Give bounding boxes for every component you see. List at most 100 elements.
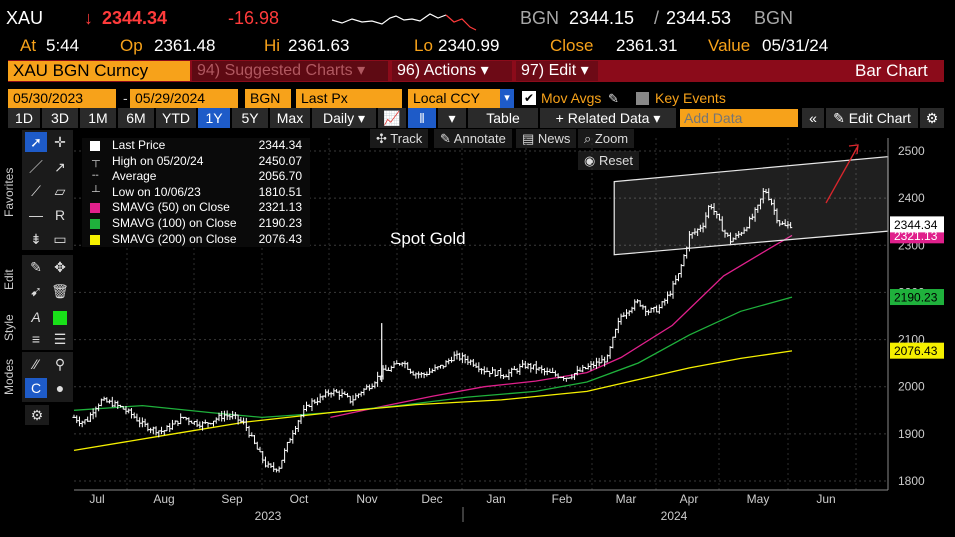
x-tick-label: Dec xyxy=(421,492,442,506)
add-data-input[interactable] xyxy=(680,109,798,127)
range-ytd-button[interactable]: YTD xyxy=(156,108,196,128)
range-6m-button[interactable]: 6M xyxy=(118,108,154,128)
y-tick-label: 2400 xyxy=(898,191,925,205)
table-button[interactable]: Table xyxy=(468,108,538,128)
sidebar-settings-gear-icon[interactable]: ⚙ xyxy=(25,405,49,425)
price-bar xyxy=(682,254,686,267)
axis-value-label: 2076.43 xyxy=(894,344,938,358)
last-price: 2344.34 xyxy=(102,8,168,28)
high-marker-icon: ┬ xyxy=(92,154,100,167)
sidebar-edit-panel xyxy=(22,255,73,305)
bar-chart-icon[interactable]: ‖ xyxy=(408,108,436,128)
magnet-icon[interactable]: ⚲ xyxy=(54,356,66,372)
track-button[interactable]: ✣ Track xyxy=(370,129,429,148)
year-label: 2024 xyxy=(661,509,688,523)
security-field[interactable]: XAU BGN Curncy xyxy=(8,61,190,81)
select-arrow-icon[interactable]: ➹ xyxy=(30,283,42,299)
color-swatch-icon[interactable] xyxy=(49,307,71,327)
price-bar xyxy=(283,448,287,463)
price-bar xyxy=(458,352,462,361)
price-bar xyxy=(285,441,289,453)
price-bar xyxy=(386,367,391,372)
price-bar xyxy=(293,425,298,435)
price-bar xyxy=(460,352,465,364)
price-bar xyxy=(581,364,585,373)
price-bar xyxy=(165,425,169,432)
news-button[interactable]: ▤ News xyxy=(516,129,577,148)
currency-select[interactable]: Local CCY xyxy=(408,89,500,108)
retracement-icon[interactable]: R xyxy=(54,207,66,223)
range-3d-button[interactable]: 3D xyxy=(42,108,78,128)
edit-menu[interactable]: 97) Edit ▾ xyxy=(516,61,598,81)
settings-gear-icon[interactable]: ⚙ xyxy=(920,108,944,128)
draw-pencil-icon[interactable]: ✎ xyxy=(30,259,42,275)
horizontal-line-icon[interactable]: — xyxy=(29,207,43,223)
range-1y-button[interactable]: 1Y xyxy=(198,108,230,128)
collapse-button[interactable]: « xyxy=(802,108,824,128)
annotate-button[interactable]: ✎ Annotate xyxy=(434,129,512,148)
mov-avgs-checkbox[interactable]: ✔ xyxy=(522,91,536,105)
ray-line-icon[interactable]: ↗ xyxy=(54,159,66,175)
moving-average-line xyxy=(330,234,793,419)
price-bar xyxy=(269,463,273,469)
range-1d-button[interactable]: 1D xyxy=(8,108,40,128)
price-bar xyxy=(340,388,344,398)
suggested-charts-button[interactable]: 94) Suggested Charts ▾ xyxy=(192,61,388,81)
price-bar xyxy=(304,401,309,412)
related-data-button[interactable]: + Related Data ▾ xyxy=(540,108,676,128)
zoom-button[interactable]: ⌕ Zoom xyxy=(578,129,635,148)
end-date-input[interactable]: 05/29/2024 xyxy=(130,89,238,108)
price-bar xyxy=(624,309,629,319)
price-bar xyxy=(83,419,87,425)
price-bar xyxy=(75,415,79,424)
start-date-input[interactable]: 05/30/2023 xyxy=(8,89,116,108)
rectangle-icon[interactable]: ▭ xyxy=(53,231,67,247)
price-bar xyxy=(633,299,637,311)
price-bar xyxy=(209,422,213,425)
source-input[interactable]: BGN xyxy=(245,89,291,108)
price-bar xyxy=(261,450,265,464)
chart-type-dropdown-icon[interactable]: ▾ xyxy=(438,108,466,128)
key-events-checkbox[interactable] xyxy=(636,92,649,105)
trend-line-icon[interactable]: ／ xyxy=(29,159,43,175)
x-tick-label: Jan xyxy=(486,492,505,506)
actions-menu[interactable]: 96) Actions ▾ xyxy=(392,61,512,81)
hatch-icon[interactable]: ⁄⁄ xyxy=(33,356,39,372)
range-5y-button[interactable]: 5Y xyxy=(232,108,268,128)
crosshair-icon[interactable]: ✛ xyxy=(54,134,66,150)
levels-icon[interactable]: ⇟ xyxy=(30,231,42,247)
channel-icon[interactable]: ▱ xyxy=(54,183,66,199)
period-select[interactable]: Daily ▾ xyxy=(312,108,376,128)
segment-icon[interactable]: ⟋ xyxy=(31,183,41,199)
price-bar xyxy=(427,367,432,375)
field-input[interactable]: Last Px xyxy=(296,89,402,108)
price-bar xyxy=(252,435,257,445)
text-style-icon[interactable]: A xyxy=(31,309,41,325)
line-chart-icon[interactable]: 📈 xyxy=(378,108,406,128)
currency-dropdown-icon[interactable]: ▾ xyxy=(500,89,514,108)
line-weight-icon[interactable]: ≡ xyxy=(31,331,41,347)
pencil-icon[interactable]: ✎ xyxy=(608,91,619,106)
range-1m-button[interactable]: 1M xyxy=(80,108,116,128)
range-max-button[interactable]: Max xyxy=(270,108,310,128)
multi-color-icon[interactable]: ● xyxy=(55,380,65,396)
move-icon[interactable]: ✥ xyxy=(54,259,66,275)
quote-details: At 5:44 Op 2361.48 Hi 2361.63 Lo 2340.99… xyxy=(6,36,951,58)
cursor-icon[interactable]: ➚ xyxy=(25,132,47,152)
snap-mode-icon[interactable]: C xyxy=(25,378,47,398)
price-bar xyxy=(449,356,454,363)
edit-chart-button[interactable]: ✎ Edit Chart xyxy=(826,108,918,128)
reset-button[interactable]: ◉ Reset xyxy=(578,151,639,170)
price-bar xyxy=(206,422,210,428)
price-bar xyxy=(534,360,538,374)
price-bar xyxy=(501,374,506,380)
price-bar xyxy=(356,393,361,399)
y-tick-label: 2000 xyxy=(898,380,925,394)
price-bar xyxy=(518,363,522,375)
line-style-icon[interactable]: ☰ xyxy=(53,331,67,347)
legend-row: ╌ Average 2056.70 xyxy=(82,169,310,185)
channel-band xyxy=(613,155,889,256)
trash-icon[interactable]: 🗑 xyxy=(51,283,69,299)
price-bar xyxy=(91,408,95,420)
price-bar xyxy=(608,346,612,359)
